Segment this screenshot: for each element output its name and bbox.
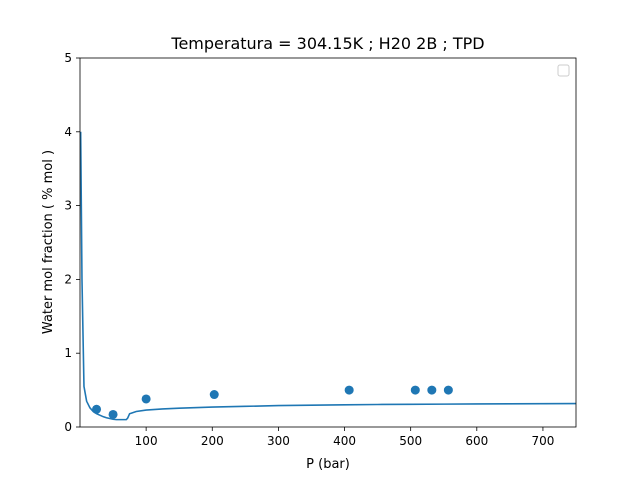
x-axis-label: P (bar)	[306, 457, 350, 472]
plot-area: 100 200 300 400 500 600 700 0 1 2 3 4 5	[64, 51, 577, 448]
x-tick-label: 300	[267, 434, 290, 448]
x-tick-label: 700	[531, 434, 554, 448]
x-tick-label: 500	[399, 434, 422, 448]
y-tick-label: 5	[64, 51, 72, 65]
x-tick-label: 600	[465, 434, 488, 448]
data-point	[344, 385, 354, 395]
data-point	[108, 409, 118, 419]
x-tick-label: 200	[201, 434, 224, 448]
y-tick-label: 0	[64, 420, 72, 434]
data-point	[92, 404, 102, 414]
data-point	[427, 385, 437, 395]
y-tick-label: 4	[64, 125, 72, 139]
legend-box	[557, 64, 570, 77]
y-tick-label: 3	[64, 199, 72, 213]
x-tick-label: 100	[135, 434, 158, 448]
data-point	[141, 394, 151, 404]
data-point	[410, 385, 420, 395]
axes-frame	[79, 57, 577, 428]
series-line	[80, 131, 576, 421]
y-axis-label: Water mol fraction ( % mol )	[41, 150, 56, 334]
y-tick-label: 1	[64, 346, 72, 360]
data-point	[443, 385, 453, 395]
y-tick-label: 2	[64, 272, 72, 286]
x-tick-label: 400	[333, 434, 356, 448]
data-point	[209, 390, 219, 400]
chart-title: Temperatura = 304.15K ; H20 2B ; TPD	[170, 34, 484, 53]
